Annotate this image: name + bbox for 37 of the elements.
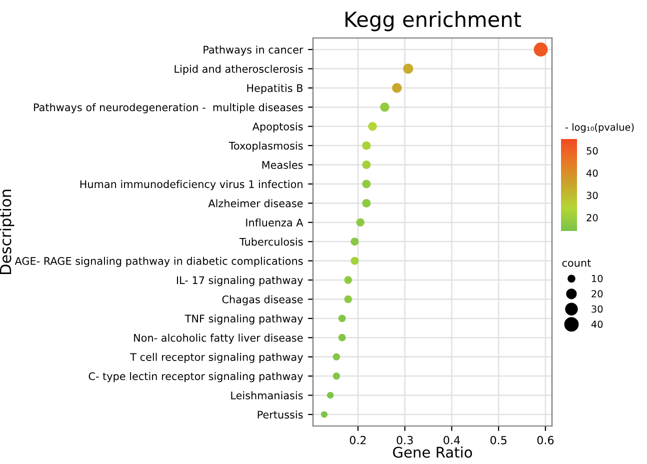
legend-label: 30: [592, 305, 603, 313]
y-tick-label: Alzheimer disease: [208, 199, 303, 208]
y-tick-label: Human immunodeficiency virus 1 infection: [80, 180, 302, 190]
legend-title: count: [562, 259, 591, 267]
y-tick-label: Measles: [262, 160, 303, 169]
y-tick-label: Hepatitis B: [247, 84, 303, 94]
x-axis-title: Gene Ratio: [393, 446, 472, 458]
legend-label: 40: [591, 320, 603, 328]
y-tick-label: Lipid and atherosclerosis: [174, 64, 303, 75]
y-tick-label: Leishmaniasis: [231, 391, 303, 400]
color-bar-label: 40: [586, 169, 598, 177]
y-tick-label: Toxoplasmosis: [228, 142, 303, 152]
color-bar-label: 20: [586, 214, 598, 222]
chart-title: Kegg enrichment: [346, 11, 522, 32]
y-tick-label: Influenza A: [246, 218, 304, 226]
y-tick-label: Non- alcoholic fatty liver disease: [134, 334, 303, 344]
x-tick-label: 0.6: [537, 436, 554, 444]
y-tick-label: Pathways in cancer: [204, 46, 304, 56]
legend-label: 20: [592, 290, 603, 298]
y-tick-label: Pathways of neurodegeneration - multiple diseases: [34, 103, 303, 114]
x-tick-label: 0.5: [490, 436, 506, 444]
x-tick-label: 0.3: [396, 436, 413, 444]
color-bar-title: - log₁₀(pvalue): [565, 123, 634, 133]
y-tick-label: Tuberculosis: [239, 238, 303, 246]
y-tick-label: C- type lectin receptor signaling pathway: [88, 372, 303, 382]
y-tick-label: TNF signaling pathway: [184, 314, 303, 325]
y-tick-label: Apoptosis: [252, 122, 303, 132]
y-tick-label: AGE- RAGE signaling pathway in diabetic complications: [14, 256, 303, 267]
y-tick-label: Pertussis: [258, 410, 303, 419]
x-tick-label: 0.4: [444, 436, 460, 444]
legend-label: 10: [592, 274, 603, 282]
color-bar-label: 30: [586, 192, 598, 200]
x-tick-label: 0.2: [350, 436, 366, 444]
y-tick-label: IL- 17 signaling pathway: [176, 276, 303, 286]
color-bar-label: 50: [586, 147, 598, 155]
y-tick-label: T cell receptor signaling pathway: [130, 352, 303, 363]
y-tick-label: Chagas disease: [222, 295, 303, 306]
